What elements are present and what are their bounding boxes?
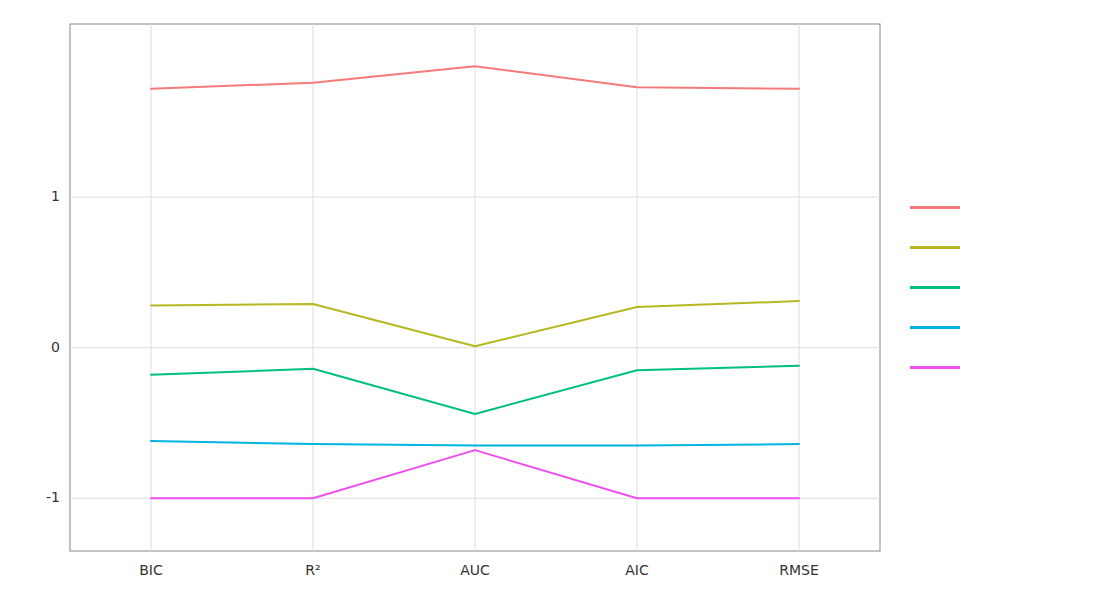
lines <box>151 66 799 498</box>
legend-swatch <box>910 206 960 209</box>
legend-swatch <box>910 326 960 329</box>
y-tick-label: -1 <box>46 489 60 505</box>
x-tick-label: RMSE <box>779 562 819 578</box>
legend <box>910 208 960 368</box>
x-grid-line <box>799 24 800 551</box>
y-tick-label: 0 <box>51 339 60 355</box>
legend-swatch <box>910 286 960 289</box>
series-line <box>151 301 799 346</box>
legend-swatch <box>910 246 960 249</box>
plot-frame <box>70 24 880 551</box>
tick-labels: -1 0 1 BIC R² AUC AIC RMSE <box>46 188 819 578</box>
series-line <box>151 441 799 446</box>
x-grid-line <box>637 24 638 551</box>
chart: -1 0 1 BIC R² AUC AIC RMSE <box>0 0 1100 611</box>
x-tick-label: R² <box>305 562 320 578</box>
y-tick-label: 1 <box>51 188 60 204</box>
series-line <box>151 450 799 498</box>
x-tick-label: AUC <box>460 562 490 578</box>
grid <box>70 24 880 551</box>
x-tick-label: BIC <box>139 562 163 578</box>
x-tick-label: AIC <box>625 562 649 578</box>
series-line <box>151 66 799 89</box>
x-grid-line <box>151 24 152 551</box>
series-line <box>151 366 799 414</box>
x-grid-line <box>313 24 314 551</box>
legend-swatch <box>910 366 960 369</box>
x-grid-line <box>475 24 476 551</box>
